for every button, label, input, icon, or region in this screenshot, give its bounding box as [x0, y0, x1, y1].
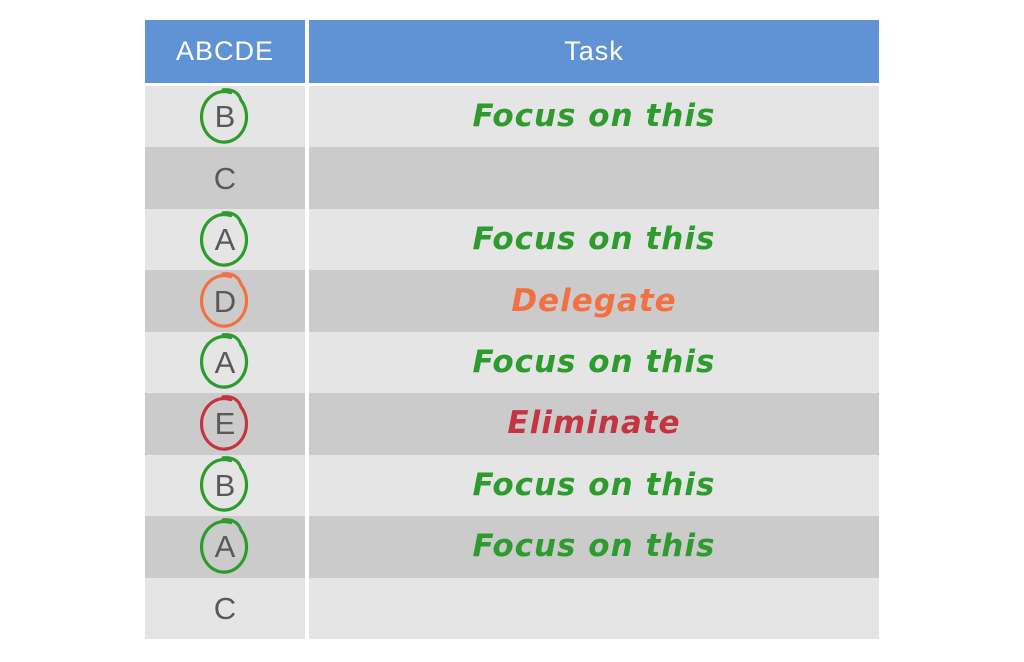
- priority-letter-cell: B: [145, 86, 305, 148]
- header-cell-abcde: ABCDE: [145, 20, 305, 83]
- priority-letter-cell: A: [145, 516, 305, 578]
- hand-drawn-circle-icon: [199, 210, 249, 267]
- priority-letter: A: [214, 529, 236, 565]
- table-row: B Focus on this: [145, 454, 879, 517]
- task-cell: Focus on this: [309, 208, 879, 271]
- priority-letter: A: [214, 344, 236, 380]
- task-cell: Delegate: [309, 270, 879, 332]
- circled-letter: A: [196, 517, 254, 577]
- circled-letter: B: [196, 455, 254, 515]
- task-text: Eliminate: [507, 405, 681, 442]
- priority-letter: B: [214, 99, 236, 135]
- task-text: Focus on this: [472, 98, 716, 135]
- circled-letter: A: [196, 210, 254, 270]
- priority-letter-cell: A: [145, 331, 305, 394]
- task-cell: Focus on this: [309, 454, 879, 517]
- table-body: B Focus on this C A: [145, 86, 879, 639]
- task-cell: [309, 577, 879, 639]
- hand-drawn-circle-icon: [199, 517, 249, 574]
- circled-letter: C: [196, 578, 254, 638]
- table-row: A Focus on this: [145, 516, 879, 578]
- priority-letter: D: [213, 283, 237, 319]
- task-text: Delegate: [511, 282, 677, 319]
- task-text: Focus on this: [472, 343, 716, 380]
- task-text: Focus on this: [472, 466, 716, 503]
- table-row: A Focus on this: [145, 331, 879, 394]
- priority-letter: C: [213, 160, 237, 196]
- task-cell: Focus on this: [309, 516, 879, 578]
- priority-letter-cell: D: [145, 270, 305, 332]
- hand-drawn-circle-icon: [199, 333, 249, 390]
- task-cell: Eliminate: [309, 393, 879, 455]
- priority-letter: C: [213, 590, 237, 626]
- circled-letter: D: [196, 271, 254, 331]
- priority-letter-cell: B: [145, 454, 305, 517]
- task-cell: Focus on this: [309, 331, 879, 394]
- table-header-row: ABCDE Task: [145, 20, 879, 83]
- priority-letter: E: [214, 406, 236, 442]
- table-row: E Eliminate: [145, 393, 879, 455]
- table-row: A Focus on this: [145, 208, 879, 271]
- circled-letter: E: [196, 394, 254, 454]
- priority-letter: A: [214, 222, 236, 258]
- priority-letter-cell: A: [145, 208, 305, 271]
- table-row: D Delegate: [145, 270, 879, 332]
- hand-drawn-circle-icon: [199, 456, 249, 513]
- hand-drawn-circle-icon: [199, 395, 249, 451]
- circled-letter: B: [196, 87, 254, 147]
- task-text: Focus on this: [472, 528, 716, 565]
- priority-letter-cell: E: [145, 393, 305, 455]
- table-row: C: [145, 147, 879, 209]
- hand-drawn-circle-icon: [199, 87, 249, 144]
- abcde-task-table: ABCDE Task B Focus on this C: [145, 20, 879, 639]
- priority-letter: B: [214, 467, 236, 503]
- task-cell: Focus on this: [309, 86, 879, 148]
- circled-letter: C: [196, 148, 254, 208]
- header-cell-task: Task: [309, 20, 879, 83]
- hand-drawn-circle-icon: [199, 272, 249, 328]
- table-row: B Focus on this: [145, 86, 879, 148]
- table-row: C: [145, 577, 879, 639]
- task-cell: [309, 147, 879, 209]
- task-text: Focus on this: [472, 221, 716, 258]
- priority-letter-cell: C: [145, 577, 305, 639]
- circled-letter: A: [196, 332, 254, 392]
- table: ABCDE Task B Focus on this C: [145, 20, 879, 639]
- priority-letter-cell: C: [145, 147, 305, 209]
